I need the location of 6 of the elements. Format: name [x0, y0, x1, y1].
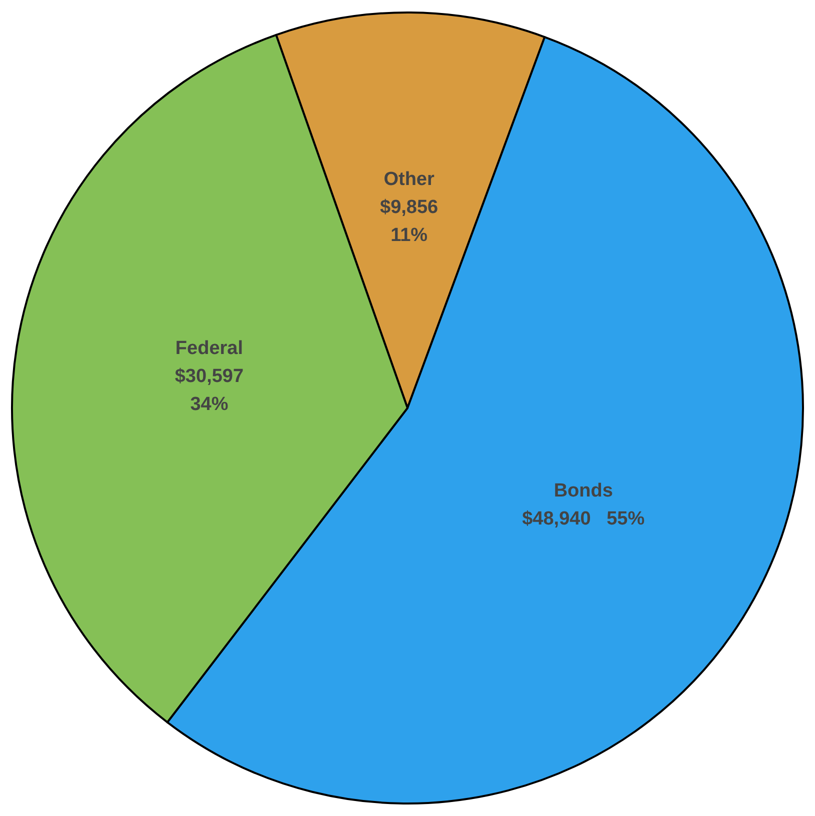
slice-label: Federal: [175, 338, 244, 360]
data-label: $48,940 55%: [522, 508, 645, 530]
slice-label: Other: [384, 168, 435, 190]
data-label: $9,856 11%: [380, 196, 438, 246]
slice-label: Bonds: [554, 480, 613, 502]
data-label: $30,597 34%: [174, 366, 244, 416]
